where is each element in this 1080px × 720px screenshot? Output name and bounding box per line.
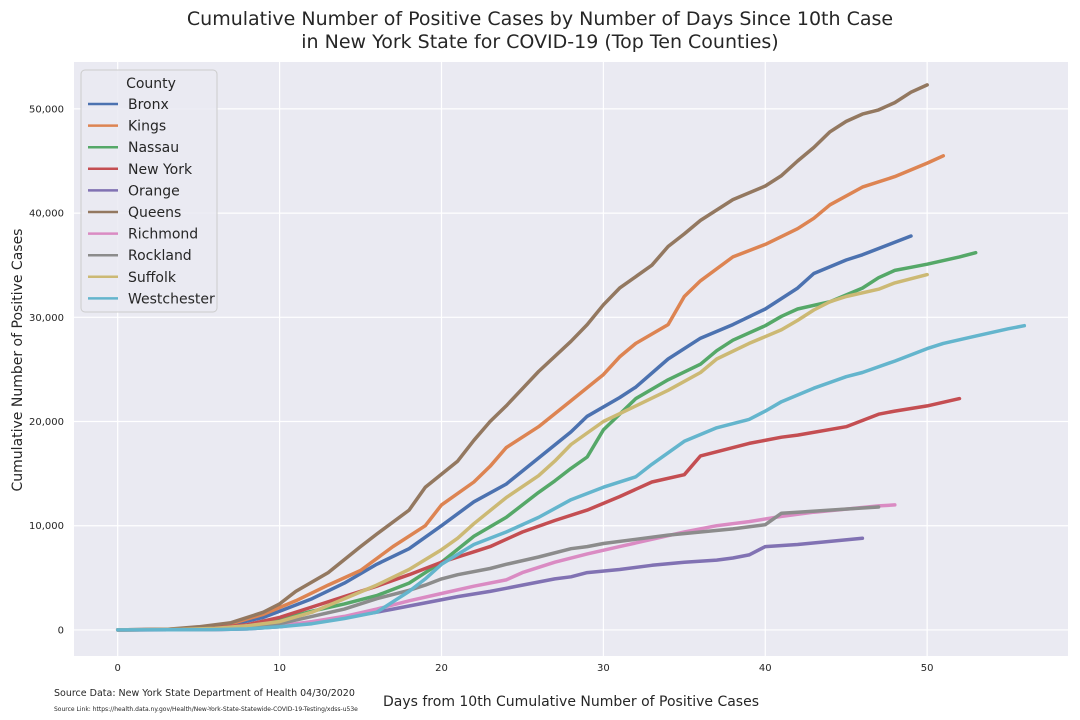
series-line-bronx — [115, 234, 913, 632]
series-line-westchester — [115, 323, 1027, 632]
source-data-note: Source Data: New York State Department o… — [54, 688, 355, 699]
legend-title: County — [126, 76, 176, 92]
x-tick-label: 0 — [115, 663, 121, 674]
legend-label-suffolk: Suffolk — [128, 270, 177, 286]
chart-title: Cumulative Number of Positive Cases by N… — [0, 8, 1080, 54]
legend-label-orange: Orange — [128, 183, 180, 199]
series-line-suffolk — [115, 272, 929, 632]
y-tick-label: 0 — [58, 625, 64, 636]
y-tick-label: 10,000 — [29, 521, 64, 532]
y-tick-label: 30,000 — [29, 313, 64, 324]
y-tick-label: 20,000 — [29, 417, 64, 428]
y-axis-label: Cumulative Number of Positive Cases — [10, 229, 26, 492]
chart-title-line-1: Cumulative Number of Positive Cases by N… — [186, 8, 894, 30]
y-tick-label: 50,000 — [29, 104, 64, 115]
legend-label-rockland: Rockland — [128, 248, 192, 264]
legend-label-queens: Queens — [128, 205, 181, 221]
legend-label-westchester: Westchester — [128, 291, 215, 307]
series-line-rockland — [115, 505, 881, 632]
y-tick-label: 40,000 — [29, 209, 64, 220]
legend-label-richmond: Richmond — [128, 227, 198, 243]
x-axis-label: Days from 10th Cumulative Number of Posi… — [383, 694, 759, 710]
legend-frame — [80, 69, 218, 313]
x-tick-label: 20 — [435, 663, 448, 674]
chart-title-line-2: in New York State for COVID-19 (Top Ten … — [301, 31, 779, 53]
series-lines — [115, 83, 1027, 632]
legend-label-new-york: New York — [128, 162, 193, 178]
plot-area — [74, 62, 1068, 656]
x-tick-labels: 0 10 20 30 40 50 — [115, 663, 934, 674]
x-tick-label: 10 — [273, 663, 286, 674]
x-tick-label: 40 — [759, 663, 772, 674]
series-line-richmond — [115, 503, 897, 632]
x-tick-label: 50 — [921, 663, 934, 674]
x-tick-label: 30 — [597, 663, 610, 674]
legend-label-kings: Kings — [128, 119, 166, 135]
series-line-new-york — [115, 396, 962, 632]
grid-lines — [74, 62, 1068, 656]
legend-label-bronx: Bronx — [128, 97, 169, 113]
y-tick-labels: 0 10,000 20,000 30,000 40,000 50,000 — [29, 104, 64, 636]
series-line-queens — [115, 83, 929, 632]
legend: County Bronx Kings Nassau New York Orange Que… — [80, 69, 218, 313]
series-line-kings — [115, 154, 946, 632]
legend-label-nassau: Nassau — [128, 140, 179, 156]
source-link-note: Source Link: https://health.data.ny.gov/… — [54, 706, 358, 713]
